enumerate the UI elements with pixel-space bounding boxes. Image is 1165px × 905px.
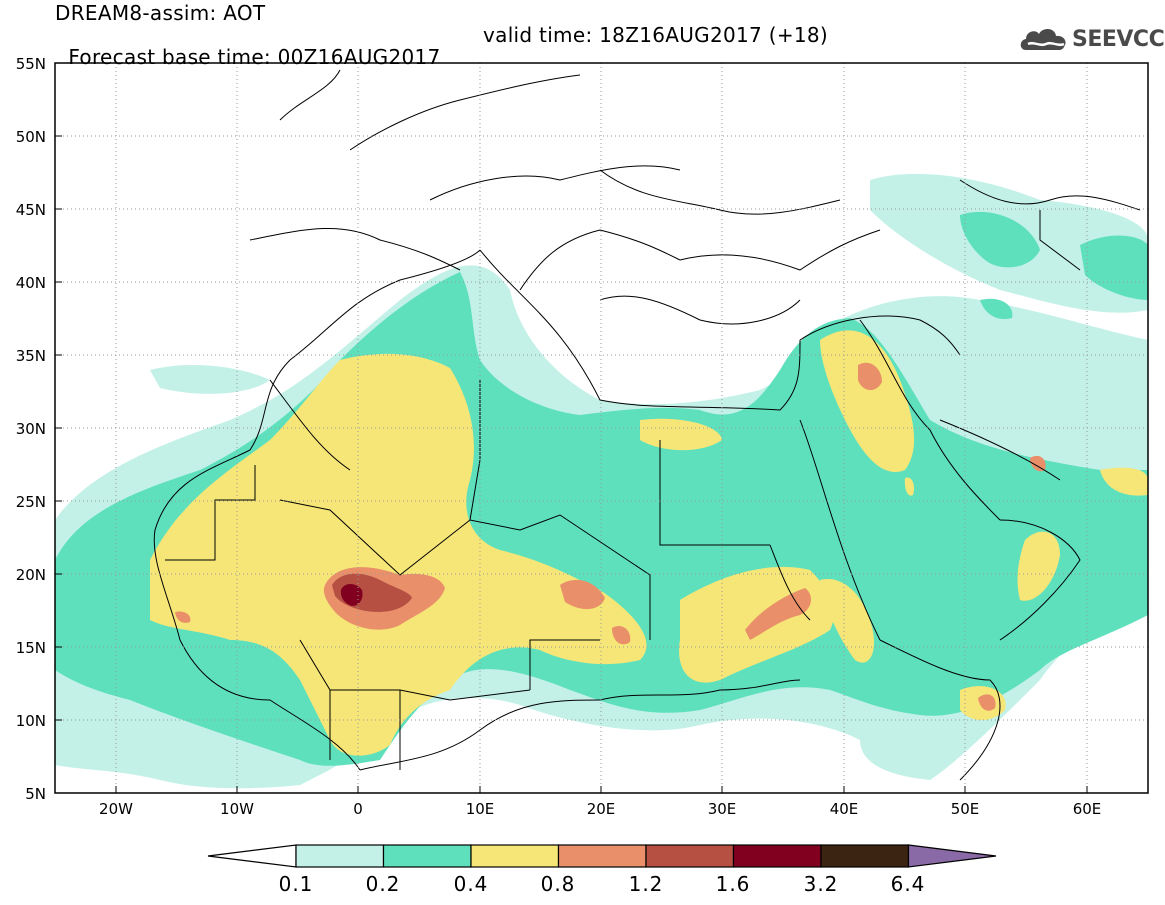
lat-label: 10N [16, 712, 46, 730]
colorbar-over-arrow [907, 844, 997, 868]
lon-labels: 20W 10W 0 10E 20E 30E 40E 50E 60E [99, 800, 1101, 818]
lat-label: 20N [16, 566, 46, 584]
lat-label: 45N [16, 201, 46, 219]
lon-label: 20W [99, 800, 133, 818]
lat-label: 25N [16, 493, 46, 511]
seevccc-logo: SEEVCCC [1018, 24, 1165, 54]
lon-label: 0 [353, 800, 363, 818]
colorbar-segment [732, 844, 822, 868]
map-title: DREAM8-assim: AOT [55, 1, 266, 25]
colorbar-segment [820, 844, 910, 868]
lat-label: 15N [16, 639, 46, 657]
lat-label: 55N [16, 55, 46, 73]
lon-label: 60E [1073, 800, 1102, 818]
colorbar-segment [645, 844, 735, 868]
lon-label: 30E [708, 800, 737, 818]
lon-label: 10E [466, 800, 495, 818]
lon-label: 20E [587, 800, 616, 818]
logo-text: SEEVCCC [1072, 27, 1165, 52]
colorbar-label: 0.2 [365, 872, 401, 896]
aot-contours [55, 173, 1148, 789]
colorbar-label: 0.1 [278, 872, 314, 896]
lon-label: 10W [220, 800, 254, 818]
lon-label: 40E [830, 800, 859, 818]
colorbar-segment [295, 844, 385, 868]
lat-label: 50N [16, 128, 46, 146]
colorbar-label: 1.2 [628, 872, 664, 896]
colorbar-segment [382, 844, 472, 868]
colorbar-label: 3.2 [803, 872, 839, 896]
valid-time: valid time: 18Z16AUG2017 (+18) [483, 23, 829, 47]
cloud-logo-icon [1020, 28, 1066, 50]
colorbar-segment [470, 844, 560, 868]
colorbar-label: 1.6 [715, 872, 751, 896]
lat-label: 5N [25, 785, 46, 803]
lon-label: 50E [951, 800, 980, 818]
graticule [55, 63, 1148, 793]
lat-labels: 55N 50N 45N 40N 35N 30N 25N 20N 15N 10N … [16, 55, 46, 803]
colorbar-label: 0.4 [453, 872, 489, 896]
aot-band-1.6-3.2 [340, 584, 363, 606]
coastlines [153, 69, 1141, 781]
tick-marks [55, 62, 1088, 793]
colorbar-under-arrow [207, 844, 297, 868]
lat-label: 40N [16, 274, 46, 292]
colorbar-segment [557, 844, 647, 868]
colorbar-label: 0.8 [540, 872, 576, 896]
colorbar [207, 844, 997, 868]
lat-label: 30N [16, 420, 46, 438]
colorbar-label: 6.4 [890, 872, 926, 896]
lat-label: 35N [16, 347, 46, 365]
